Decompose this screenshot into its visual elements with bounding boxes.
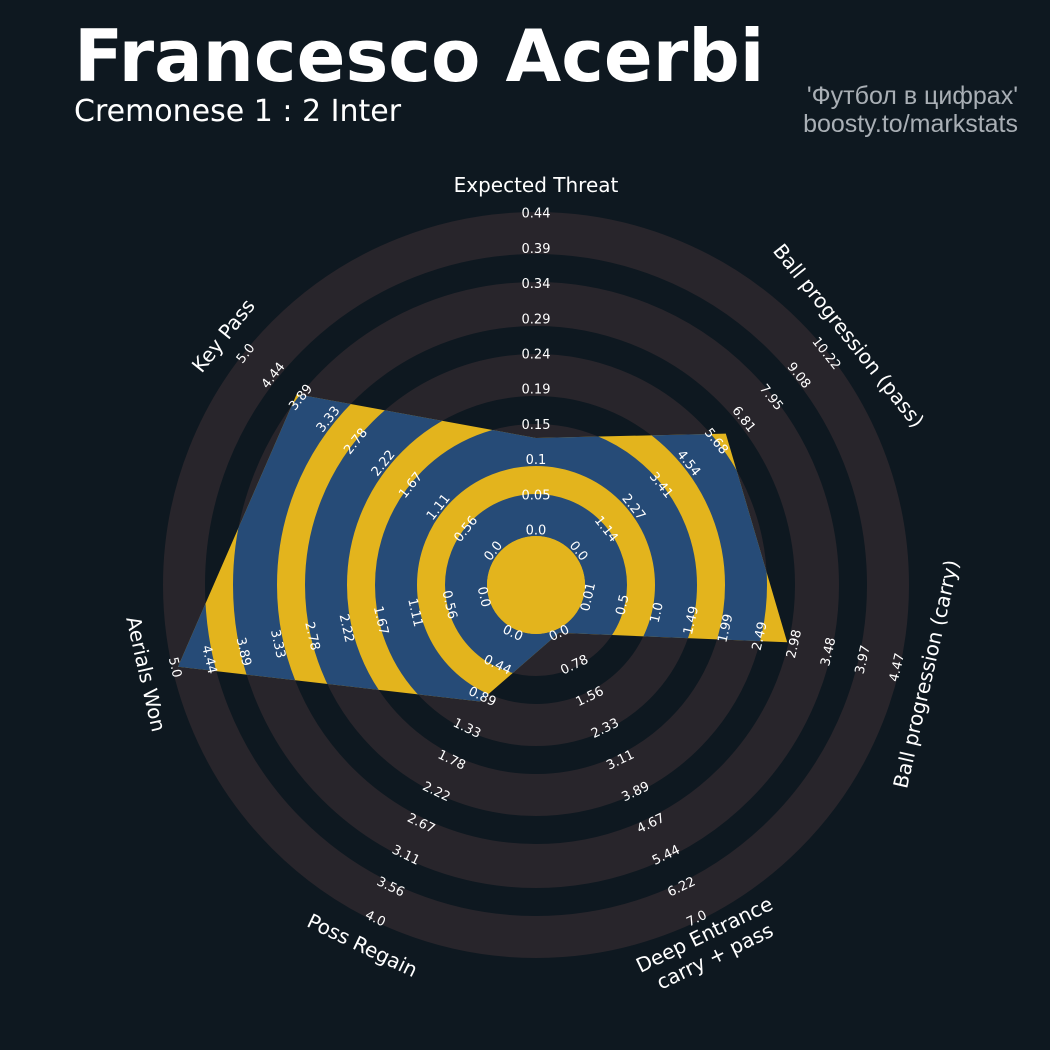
player-name-title: Francesco Acerbi xyxy=(74,14,765,98)
tick-label: 0.1 xyxy=(526,453,547,468)
tick-label: 0.0 xyxy=(474,585,493,609)
tick-label: 0.19 xyxy=(522,383,551,398)
tick-label: 2.49 xyxy=(750,620,771,652)
tick-label: 0.44 xyxy=(522,207,551,222)
ring-band xyxy=(163,212,909,958)
param-label: Aerials Won xyxy=(121,614,171,734)
tick-label: 0.0 xyxy=(526,524,547,539)
tick-label: 1.0 xyxy=(648,601,667,625)
tick-label: 0.05 xyxy=(522,488,551,503)
polygon-ring-band xyxy=(233,394,788,702)
tick-label: 1.67 xyxy=(370,605,391,637)
param-label-line: Expected Threat xyxy=(454,173,619,197)
polygon-ring-band xyxy=(305,394,767,702)
tick-label: 0.5 xyxy=(613,593,632,617)
tick-label: 1.11 xyxy=(404,597,425,629)
tick-label: 1.49 xyxy=(681,605,702,637)
tick-label: 2.22 xyxy=(336,613,357,645)
tick-label: 0.56 xyxy=(439,589,460,621)
tick-label: 3.89 xyxy=(233,636,254,668)
polygon-ring-band xyxy=(375,424,697,702)
tick-label: 4.47 xyxy=(887,652,908,684)
tick-label: 0.39 xyxy=(522,242,551,257)
credit-channel: 'Футбол в цифрах' xyxy=(806,82,1018,110)
tick-label: 3.48 xyxy=(818,636,839,668)
center-circle xyxy=(487,536,585,634)
credit-url: boosty.to/markstats xyxy=(803,110,1018,138)
tick-label: 0.01 xyxy=(578,581,599,613)
tick-label: 5.0 xyxy=(165,656,184,680)
tick-label: 2.78 xyxy=(301,620,322,652)
param-label-line: Aerials Won xyxy=(121,614,171,734)
tick-label: 0.24 xyxy=(522,348,551,363)
tick-label: 4.44 xyxy=(198,644,219,676)
tick-label: 1.99 xyxy=(715,613,736,645)
param-label: Expected Threat xyxy=(454,173,619,197)
tick-label: 2.98 xyxy=(784,628,805,660)
match-subtitle: Cremonese 1 : 2 Inter xyxy=(74,94,402,129)
tick-label: 0.29 xyxy=(522,312,551,327)
tick-label: 3.33 xyxy=(267,628,288,660)
tick-label: 0.34 xyxy=(522,277,551,292)
tick-label: 0.15 xyxy=(522,418,551,433)
tick-label: 3.97 xyxy=(853,644,874,676)
